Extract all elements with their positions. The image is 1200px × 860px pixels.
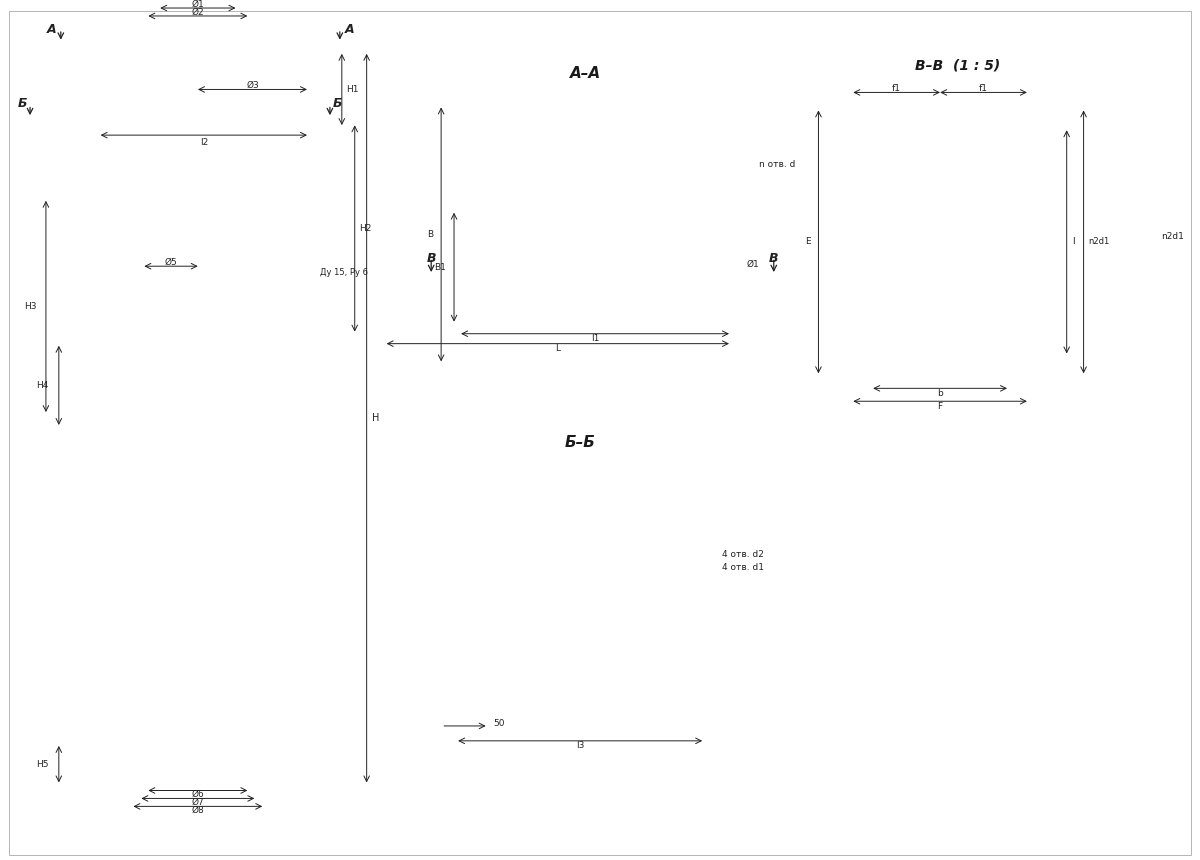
- Text: Б: Б: [334, 97, 343, 110]
- Circle shape: [718, 230, 726, 238]
- Text: 4 отв. d2: 4 отв. d2: [722, 550, 764, 559]
- Bar: [182, 78, 214, 120]
- Text: n2d1: n2d1: [1160, 232, 1184, 241]
- Circle shape: [870, 133, 880, 143]
- Text: H5: H5: [36, 759, 49, 769]
- Circle shape: [192, 333, 204, 345]
- Circle shape: [196, 416, 200, 421]
- Circle shape: [572, 501, 578, 507]
- Text: H: H: [372, 413, 379, 423]
- Circle shape: [43, 126, 49, 132]
- Text: H4: H4: [36, 381, 49, 390]
- Text: n2d1: n2d1: [1088, 237, 1110, 246]
- Bar: [841, 224, 853, 260]
- Text: Ø2: Ø2: [192, 8, 204, 16]
- Bar: [148, 752, 247, 775]
- Text: В: В: [426, 252, 436, 265]
- Text: 4 отв. d1: 4 отв. d1: [722, 562, 764, 572]
- Text: B1: B1: [434, 262, 446, 272]
- Bar: [34, 75, 112, 142]
- Text: В: В: [769, 252, 779, 265]
- Bar: [569, 489, 592, 518]
- Circle shape: [167, 335, 174, 342]
- Text: Ø5: Ø5: [164, 258, 178, 267]
- Circle shape: [582, 717, 588, 723]
- Circle shape: [581, 184, 589, 194]
- Text: Ø1: Ø1: [746, 260, 760, 268]
- Circle shape: [170, 238, 226, 294]
- Text: l: l: [1072, 237, 1074, 246]
- Circle shape: [1033, 237, 1043, 247]
- Circle shape: [170, 415, 176, 421]
- Circle shape: [1001, 341, 1009, 350]
- Bar: [853, 110, 1027, 373]
- Circle shape: [548, 198, 622, 271]
- Bar: [458, 599, 486, 624]
- Text: H2: H2: [359, 224, 371, 233]
- Text: Ø8: Ø8: [192, 806, 204, 815]
- Circle shape: [581, 275, 589, 285]
- Circle shape: [469, 614, 475, 620]
- Text: Ду 15, Ру 6: Ду 15, Ру 6: [320, 267, 368, 277]
- Text: H1: H1: [346, 85, 359, 94]
- Text: l3: l3: [576, 741, 584, 750]
- Text: А: А: [47, 23, 56, 36]
- Text: H3: H3: [24, 302, 37, 311]
- Text: f1: f1: [979, 84, 988, 93]
- Circle shape: [220, 415, 226, 421]
- Text: F: F: [937, 402, 943, 411]
- Bar: [569, 706, 592, 734]
- Text: Б–Б: Б–Б: [565, 435, 595, 451]
- Bar: [874, 130, 1007, 353]
- Circle shape: [542, 574, 618, 649]
- Text: f1: f1: [892, 84, 901, 93]
- Text: Ø3: Ø3: [246, 81, 259, 90]
- Circle shape: [222, 335, 229, 342]
- Circle shape: [43, 105, 49, 111]
- Text: Б: Б: [17, 97, 26, 110]
- Bar: [1027, 222, 1049, 261]
- Circle shape: [1001, 133, 1009, 143]
- Circle shape: [1001, 237, 1009, 246]
- Circle shape: [458, 108, 713, 361]
- Circle shape: [469, 604, 475, 610]
- Circle shape: [870, 341, 880, 350]
- Text: L: L: [556, 344, 560, 353]
- Text: l2: l2: [199, 138, 208, 146]
- Text: А: А: [344, 23, 354, 36]
- Text: Ø6: Ø6: [192, 790, 204, 799]
- Circle shape: [196, 337, 200, 341]
- Text: 50: 50: [493, 720, 505, 728]
- Text: B: B: [427, 230, 433, 239]
- Text: В–В  (1 : 5): В–В (1 : 5): [914, 58, 1000, 72]
- Circle shape: [424, 322, 431, 329]
- Bar: [44, 84, 102, 132]
- Bar: [674, 599, 702, 624]
- Text: l1: l1: [590, 335, 599, 343]
- Circle shape: [534, 183, 637, 286]
- Text: Ø7: Ø7: [192, 798, 204, 807]
- Bar: [709, 220, 730, 249]
- Text: А–А: А–А: [570, 66, 601, 81]
- Circle shape: [572, 717, 578, 723]
- Circle shape: [493, 525, 667, 699]
- Circle shape: [582, 501, 588, 507]
- Circle shape: [870, 237, 880, 246]
- Circle shape: [620, 253, 629, 261]
- Bar: [133, 745, 263, 783]
- Circle shape: [193, 414, 203, 424]
- Circle shape: [96, 126, 102, 132]
- Text: E: E: [805, 237, 810, 246]
- Text: n отв. d: n отв. d: [758, 161, 796, 169]
- Bar: [144, 200, 252, 332]
- Circle shape: [541, 253, 550, 261]
- Text: Ø1: Ø1: [192, 0, 204, 9]
- Circle shape: [620, 207, 629, 216]
- Circle shape: [43, 85, 49, 91]
- Circle shape: [486, 518, 674, 706]
- Circle shape: [96, 105, 102, 111]
- Text: b: b: [937, 389, 943, 398]
- Circle shape: [96, 85, 102, 91]
- Circle shape: [541, 207, 550, 216]
